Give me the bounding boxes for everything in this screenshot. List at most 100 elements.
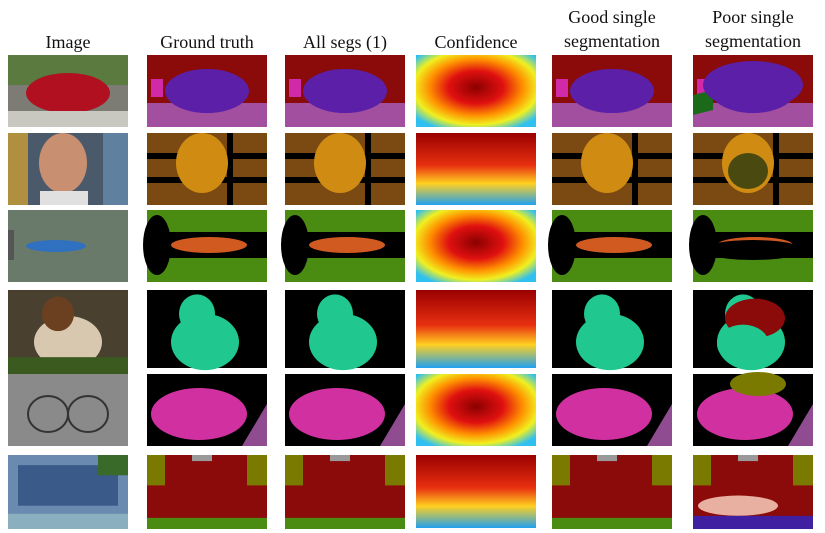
thumbnail (281, 210, 405, 282)
region (227, 133, 233, 205)
region (703, 240, 803, 260)
thumbnail (693, 55, 813, 127)
region (8, 357, 128, 374)
column-header: Image (46, 32, 91, 52)
confidence-map (416, 374, 536, 446)
region (698, 496, 778, 516)
region (570, 69, 654, 113)
region (697, 388, 793, 440)
thumbnail (8, 210, 128, 282)
column-header: segmentation (705, 31, 801, 51)
thumbnail (147, 133, 267, 205)
thumbnail (416, 55, 536, 127)
column-header: Confidence (435, 32, 518, 52)
region (730, 372, 786, 396)
region (147, 455, 165, 485)
region (98, 455, 128, 475)
thumbnail (285, 55, 405, 127)
column-header: Poor single (712, 7, 794, 27)
figure: Image Ground truth All segs (1) Confidence G… (0, 0, 825, 533)
confidence-map (416, 455, 536, 528)
thumbnail (416, 133, 536, 205)
thumbnail (8, 290, 128, 375)
region (8, 230, 14, 260)
region (8, 111, 128, 127)
region (652, 455, 672, 485)
region (317, 294, 353, 333)
thumbnail (416, 290, 536, 368)
region (556, 79, 568, 97)
region (576, 237, 652, 253)
thumbnail (143, 210, 267, 282)
region (26, 240, 86, 252)
thumbnail (552, 55, 672, 127)
confidence-map (416, 133, 536, 205)
confidence-map (416, 55, 536, 127)
region (552, 455, 570, 485)
thumbnail (552, 133, 672, 205)
thumbnail (285, 133, 405, 205)
column-header: Ground truth (160, 32, 254, 52)
thumbnail (416, 374, 536, 446)
region (717, 325, 769, 364)
region (8, 514, 128, 529)
region (632, 133, 638, 205)
region (584, 294, 620, 333)
column-header: Good single (568, 7, 656, 27)
region (693, 455, 711, 485)
region (285, 518, 405, 529)
thumbnail (552, 374, 672, 446)
thumbnail (147, 55, 267, 127)
thumbnail (285, 374, 405, 446)
thumbnail (8, 374, 128, 446)
region (39, 133, 87, 193)
thumbnail (285, 290, 405, 370)
confidence-map (416, 290, 536, 368)
region (330, 455, 350, 461)
thumbnail (552, 290, 672, 370)
region (365, 133, 371, 205)
thumbnail (693, 133, 813, 205)
confidence-map (416, 210, 536, 282)
column-header: segmentation (564, 31, 660, 51)
region (151, 388, 247, 440)
region (40, 191, 88, 205)
thumbnail (285, 455, 405, 529)
region (581, 133, 633, 193)
region (26, 73, 110, 113)
region (693, 516, 813, 529)
region (703, 61, 803, 109)
region (147, 518, 267, 529)
thumbnail (147, 290, 267, 370)
region (285, 455, 303, 485)
region (309, 237, 385, 253)
page: Image Ground truth All segs (1) Confidence G… (0, 0, 825, 533)
thumbnail (416, 455, 536, 528)
column-header: All segs (1) (303, 32, 387, 53)
region (143, 215, 171, 275)
region (165, 69, 249, 113)
thumbnail (8, 455, 128, 529)
thumbnail (147, 455, 267, 529)
region (247, 455, 267, 485)
region (552, 518, 672, 529)
region (548, 215, 576, 275)
thumbnail (416, 210, 536, 282)
region (385, 455, 405, 485)
region (179, 294, 215, 333)
region (103, 133, 128, 205)
thumbnail (693, 372, 813, 446)
thumbnail (689, 210, 813, 282)
thumbnail (693, 290, 813, 370)
thumbnail (147, 374, 267, 446)
region (171, 237, 247, 253)
region (151, 79, 163, 97)
thumbnail (693, 455, 813, 529)
region (289, 388, 385, 440)
region (42, 297, 74, 332)
region (289, 79, 301, 97)
region (738, 455, 758, 461)
region (303, 69, 387, 113)
thumbnail (8, 55, 128, 127)
region (176, 133, 228, 193)
